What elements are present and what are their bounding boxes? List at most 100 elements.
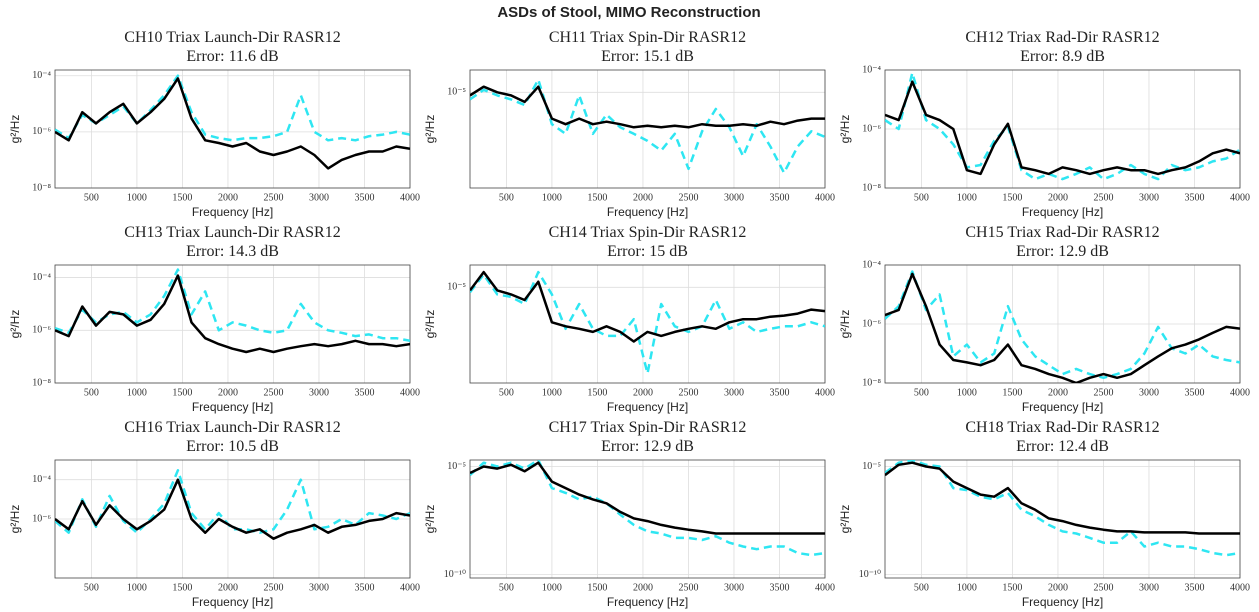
plot-area bbox=[885, 460, 1240, 578]
x-tick-label: 1000 bbox=[127, 582, 147, 593]
y-axis-label: g²/Hz bbox=[8, 115, 22, 144]
x-tick-label: 2500 bbox=[678, 582, 698, 593]
chart-title: CH16 Triax Launch-Dir RASR12 bbox=[124, 419, 340, 436]
x-tick-label: 1500 bbox=[172, 192, 192, 203]
plot-frame bbox=[884, 69, 1241, 189]
x-tick-label: 2000 bbox=[1048, 387, 1068, 398]
plot-area bbox=[55, 70, 410, 188]
x-tick-label: 2500 bbox=[263, 582, 283, 593]
plot-frame bbox=[54, 264, 411, 384]
chart-subtitle: Error: 12.9 dB bbox=[601, 438, 694, 455]
x-tick-label: 4000 bbox=[815, 192, 835, 203]
series-line bbox=[55, 74, 410, 142]
plot-area bbox=[470, 70, 825, 188]
x-tick-label: 2500 bbox=[678, 192, 698, 203]
y-axis-label: g²/Hz bbox=[838, 115, 852, 144]
y-axis-label: g²/Hz bbox=[423, 115, 437, 144]
x-tick-label: 3500 bbox=[1184, 582, 1204, 593]
x-tick-label: 4000 bbox=[815, 387, 835, 398]
x-tick-label: 3000 bbox=[309, 192, 329, 203]
chart-title: CH13 Triax Launch-Dir RASR12 bbox=[124, 224, 340, 241]
x-tick-label: 2000 bbox=[633, 387, 653, 398]
x-tick-label: 3500 bbox=[354, 192, 374, 203]
y-tick-label: 10⁻⁴ bbox=[862, 64, 881, 75]
x-tick-label: 1000 bbox=[127, 192, 147, 203]
x-tick-label: 1500 bbox=[587, 582, 607, 593]
y-tick-label: 10⁻⁴ bbox=[32, 272, 51, 283]
y-tick-label: 10⁻⁴ bbox=[32, 474, 51, 485]
x-tick-label: 500 bbox=[914, 387, 929, 398]
series-line bbox=[885, 272, 1240, 383]
x-axis-label: Frequency [Hz] bbox=[607, 400, 688, 414]
series-line bbox=[470, 461, 825, 535]
chart-subtitle: Error: 15 dB bbox=[607, 243, 688, 260]
x-tick-label: 1500 bbox=[1002, 582, 1022, 593]
y-tick-label: 10⁻⁵ bbox=[862, 461, 881, 472]
x-tick-label: 2000 bbox=[1048, 192, 1068, 203]
figure-title: ASDs of Stool, MIMO Reconstruction bbox=[497, 4, 760, 21]
y-tick-label: 10⁻⁶ bbox=[32, 513, 51, 524]
y-axis-label: g²/Hz bbox=[8, 505, 22, 534]
x-axis-label: Frequency [Hz] bbox=[607, 205, 688, 219]
chart-subtitle: Error: 11.6 dB bbox=[186, 48, 278, 65]
y-tick-label: 10⁻⁸ bbox=[862, 377, 881, 388]
chart-title: CH10 Triax Launch-Dir RASR12 bbox=[124, 29, 340, 46]
y-tick-label: 10⁻⁵ bbox=[447, 461, 466, 472]
x-tick-label: 4000 bbox=[400, 582, 420, 593]
y-tick-label: 10⁻⁵ bbox=[447, 282, 466, 293]
y-axis-label: g²/Hz bbox=[8, 310, 22, 339]
x-tick-label: 500 bbox=[84, 192, 99, 203]
chart-title: CH15 Triax Rad-Dir RASR12 bbox=[965, 224, 1159, 241]
series-line bbox=[885, 270, 1240, 380]
x-axis-label: Frequency [Hz] bbox=[1022, 205, 1103, 219]
series-line bbox=[470, 270, 825, 343]
x-tick-label: 2500 bbox=[1093, 582, 1113, 593]
x-tick-label: 1500 bbox=[1002, 387, 1022, 398]
series-line bbox=[885, 80, 1240, 176]
chart-title: CH12 Triax Rad-Dir RASR12 bbox=[965, 29, 1159, 46]
x-tick-label: 3000 bbox=[724, 192, 744, 203]
x-tick-label: 1000 bbox=[542, 192, 562, 203]
x-tick-label: 2500 bbox=[263, 387, 283, 398]
x-tick-label: 3000 bbox=[1139, 192, 1159, 203]
y-tick-label: 10⁻¹⁰ bbox=[859, 569, 881, 580]
y-tick-label: 10⁻⁶ bbox=[862, 123, 881, 134]
x-axis-label: Frequency [Hz] bbox=[607, 595, 688, 609]
chart-subtitle: Error: 12.9 dB bbox=[1016, 243, 1109, 260]
x-tick-label: 1000 bbox=[542, 387, 562, 398]
x-tick-label: 2000 bbox=[218, 582, 238, 593]
x-tick-label: 2500 bbox=[1093, 192, 1113, 203]
series-line bbox=[470, 460, 825, 557]
chart-subtitle: Error: 14.3 dB bbox=[186, 243, 279, 260]
plot-area bbox=[470, 460, 825, 578]
y-tick-label: 10⁻⁸ bbox=[32, 182, 51, 193]
series-line bbox=[470, 270, 825, 375]
x-tick-label: 1500 bbox=[172, 582, 192, 593]
plot-frame bbox=[54, 69, 411, 189]
y-tick-label: 10⁻⁸ bbox=[32, 377, 51, 388]
x-tick-label: 500 bbox=[499, 387, 514, 398]
x-axis-label: Frequency [Hz] bbox=[1022, 595, 1103, 609]
x-axis-label: Frequency [Hz] bbox=[192, 595, 273, 609]
y-tick-label: 10⁻⁴ bbox=[32, 70, 51, 81]
x-tick-label: 1000 bbox=[542, 582, 562, 593]
x-tick-label: 4000 bbox=[1230, 387, 1250, 398]
x-tick-label: 3000 bbox=[309, 387, 329, 398]
x-tick-label: 2000 bbox=[1048, 582, 1068, 593]
chart-subtitle: Error: 15.1 dB bbox=[601, 48, 694, 65]
x-tick-label: 3000 bbox=[309, 582, 329, 593]
y-tick-label: 10⁻⁶ bbox=[862, 318, 881, 329]
x-tick-label: 500 bbox=[499, 582, 514, 593]
y-tick-label: 10⁻¹⁰ bbox=[444, 569, 466, 580]
x-tick-label: 3500 bbox=[769, 387, 789, 398]
plot-area bbox=[470, 265, 825, 383]
x-tick-label: 1000 bbox=[957, 582, 977, 593]
chart-subtitle: Error: 12.4 dB bbox=[1016, 438, 1109, 455]
x-tick-label: 500 bbox=[84, 582, 99, 593]
x-tick-label: 4000 bbox=[400, 192, 420, 203]
plot-frame bbox=[469, 459, 826, 579]
x-tick-label: 1000 bbox=[127, 387, 147, 398]
x-tick-label: 1000 bbox=[957, 192, 977, 203]
x-tick-label: 2000 bbox=[218, 192, 238, 203]
x-tick-label: 2500 bbox=[678, 387, 698, 398]
